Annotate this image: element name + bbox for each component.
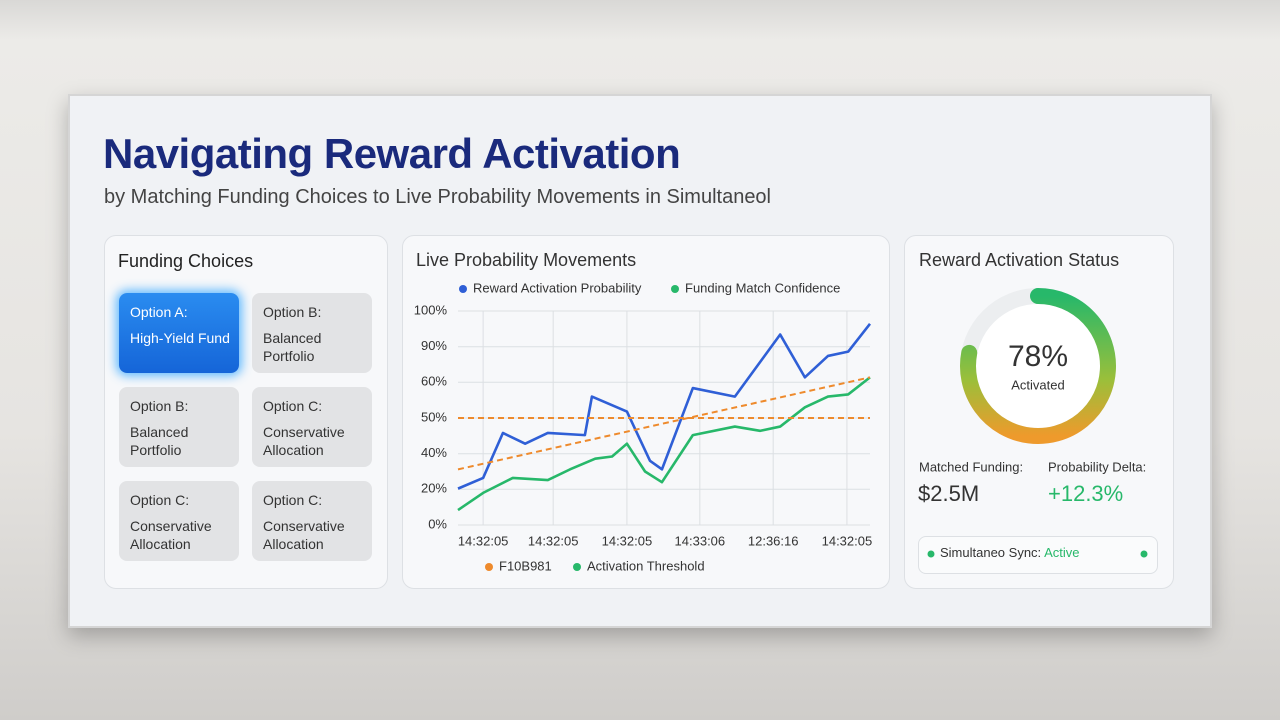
legend-label: Funding Match Confidence <box>685 280 840 295</box>
subtitle: by Matching Funding Choices to Live Prob… <box>104 186 772 208</box>
y-tick-label: 0% <box>428 516 447 531</box>
legend-marker <box>459 285 467 293</box>
option[interactable]: Option C: Conservative Allocation <box>252 387 372 467</box>
sync-label-text: Simultaneo Sync: <box>940 545 1041 560</box>
chart-title: Live Probability Movements <box>416 250 636 270</box>
option-name: Option C: <box>263 492 323 508</box>
option[interactable]: Option C: Conservative Allocation <box>119 481 239 561</box>
status-title: Reward Activation Status <box>919 250 1119 270</box>
legend-label: Reward Activation Probability <box>473 280 642 295</box>
option[interactable]: Option A: High-Yield Fund <box>119 293 239 373</box>
option-detail: High-Yield Fund <box>130 330 230 346</box>
x-tick-label: 14:32:05 <box>602 533 653 548</box>
legend-label: F10B981 <box>499 558 552 573</box>
option[interactable]: Option B: Balanced Portfolio <box>119 387 239 467</box>
sync-label: Simultaneo Sync: Active <box>940 545 1079 560</box>
sync-dot <box>927 550 935 558</box>
option-detail: Balanced Portfolio <box>263 330 322 364</box>
y-tick-label: 50% <box>421 409 447 424</box>
y-tick-label: 100% <box>414 302 448 317</box>
matched-label: Matched Funding: <box>919 459 1023 474</box>
x-tick-label: 14:32:05 <box>458 533 509 548</box>
legend-marker <box>671 285 679 293</box>
option-name: Option C: <box>263 398 323 414</box>
y-tick-label: 20% <box>421 481 447 496</box>
legend-label: Activation Threshold <box>587 558 705 573</box>
series-line <box>457 376 871 512</box>
option[interactable]: Option B: Balanced Portfolio <box>252 293 372 373</box>
option-detail: Conservative Allocation <box>263 424 345 458</box>
sync-dot <box>1140 550 1148 558</box>
option-name: Option B: <box>263 304 322 320</box>
legend-marker <box>485 563 493 571</box>
sync-value: Active <box>1044 545 1079 560</box>
series-line <box>457 323 872 490</box>
y-tick-label: 60% <box>421 374 447 389</box>
delta-value: +12.3% <box>1048 481 1123 506</box>
option-detail: Balanced Portfolio <box>130 424 189 458</box>
x-tick-label: 14:33:06 <box>675 533 726 548</box>
gauge-label: 78% <box>1008 340 1068 373</box>
gauge-arc <box>960 288 1116 444</box>
option-name: Option B: <box>130 398 189 414</box>
gauge-caption: Activated <box>1011 377 1064 392</box>
option[interactable]: Option C: Conservative Allocation <box>252 481 372 561</box>
x-tick-label: 14:32:05 <box>822 533 873 548</box>
legend-marker <box>573 563 581 571</box>
option-detail: Conservative Allocation <box>263 518 345 552</box>
title: Navigating Reward Activation <box>103 130 681 177</box>
option-name: Option A: <box>130 304 188 320</box>
panel-title: Funding Choices <box>118 251 254 271</box>
x-tick-label: 14:32:05 <box>528 533 579 548</box>
matched-value: $2.5M <box>918 481 979 506</box>
sync-box <box>918 536 1158 574</box>
series-line <box>457 376 871 471</box>
y-tick-label: 90% <box>421 338 447 353</box>
y-tick-label: 40% <box>421 445 447 460</box>
option-name: Option C: <box>130 492 190 508</box>
x-tick-label: 12:36:16 <box>748 533 799 548</box>
option-detail: Conservative Allocation <box>130 518 212 552</box>
delta-label: Probability Delta: <box>1048 459 1146 474</box>
